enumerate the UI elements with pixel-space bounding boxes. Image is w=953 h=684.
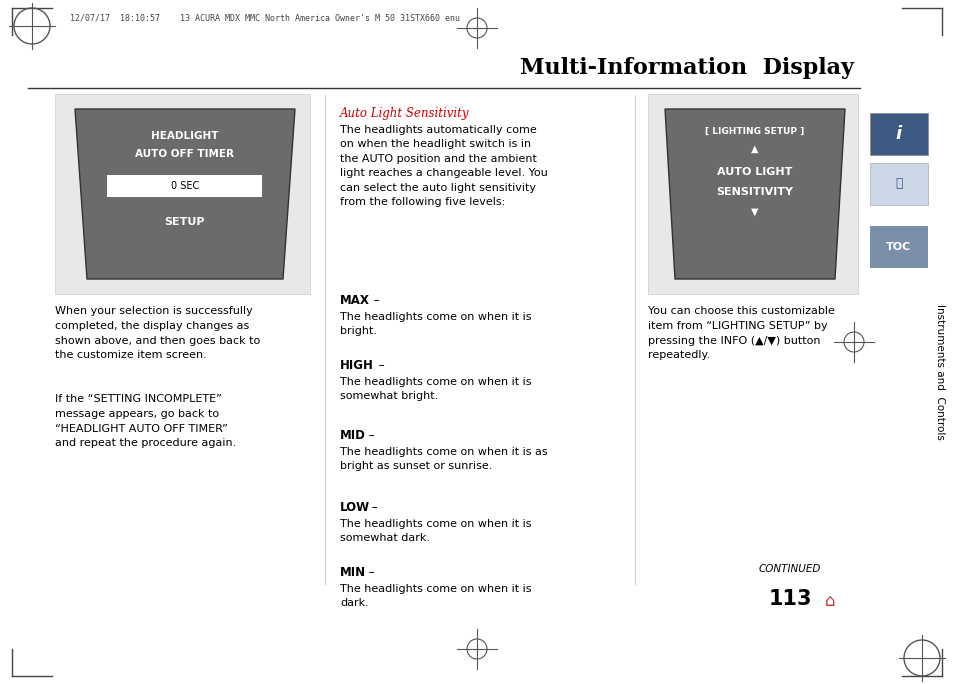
FancyBboxPatch shape xyxy=(107,175,262,197)
Text: The headlights come on when it is as
bright as sunset or sunrise.: The headlights come on when it is as bri… xyxy=(339,447,547,471)
Text: –: – xyxy=(365,429,375,442)
Text: CONTINUED: CONTINUED xyxy=(758,564,821,574)
Text: LOW: LOW xyxy=(339,501,370,514)
Text: –: – xyxy=(375,359,384,372)
Text: ▲: ▲ xyxy=(750,144,758,154)
Text: AUTO OFF TIMER: AUTO OFF TIMER xyxy=(135,149,234,159)
Text: HIGH: HIGH xyxy=(339,359,374,372)
FancyBboxPatch shape xyxy=(55,94,310,294)
Text: 12/07/17  18:10:57    13 ACURA MDX MMC North America Owner's M 50 31STX660 enu: 12/07/17 18:10:57 13 ACURA MDX MMC North… xyxy=(70,14,459,23)
Text: The headlights come on when it is
bright.: The headlights come on when it is bright… xyxy=(339,312,531,337)
Text: MID: MID xyxy=(339,429,366,442)
Text: i: i xyxy=(895,125,902,143)
Text: The headlights come on when it is
somewhat dark.: The headlights come on when it is somewh… xyxy=(339,519,531,543)
Text: When your selection is successfully
completed, the display changes as
shown abov: When your selection is successfully comp… xyxy=(55,306,260,360)
Polygon shape xyxy=(75,109,294,279)
Text: The headlights come on when it is
somewhat bright.: The headlights come on when it is somewh… xyxy=(339,377,531,402)
FancyBboxPatch shape xyxy=(869,226,927,268)
Text: ⌂: ⌂ xyxy=(824,592,835,610)
Text: SENSITIVITY: SENSITIVITY xyxy=(716,187,793,197)
Text: You can choose this customizable
item from “LIGHTING SETUP” by
pressing the INFO: You can choose this customizable item fr… xyxy=(647,306,834,360)
Text: 0 SEC: 0 SEC xyxy=(171,181,199,191)
FancyBboxPatch shape xyxy=(647,94,857,294)
Text: 113: 113 xyxy=(767,589,811,609)
Text: AUTO LIGHT: AUTO LIGHT xyxy=(717,167,792,177)
Text: MAX: MAX xyxy=(339,294,370,307)
Text: SETUP: SETUP xyxy=(165,217,205,227)
Text: If the “SETTING INCOMPLETE”
message appears, go back to
“HEADLIGHT AUTO OFF TIME: If the “SETTING INCOMPLETE” message appe… xyxy=(55,394,236,449)
Text: The headlights automatically come
on when the headlight switch is in
the AUTO po: The headlights automatically come on whe… xyxy=(339,125,547,207)
Text: 🚙: 🚙 xyxy=(894,178,902,191)
Text: The headlights come on when it is
dark.: The headlights come on when it is dark. xyxy=(339,584,531,608)
Text: HEADLIGHT: HEADLIGHT xyxy=(152,131,218,141)
FancyBboxPatch shape xyxy=(869,163,927,205)
Text: [ LIGHTING SETUP ]: [ LIGHTING SETUP ] xyxy=(704,127,803,135)
Text: TOC: TOC xyxy=(885,242,911,252)
FancyBboxPatch shape xyxy=(869,113,927,155)
Text: –: – xyxy=(370,294,379,307)
Text: –: – xyxy=(368,501,377,514)
Polygon shape xyxy=(664,109,844,279)
Text: –: – xyxy=(365,566,375,579)
Text: Instruments and  Controls: Instruments and Controls xyxy=(934,304,944,440)
Text: Auto Light Sensitivity: Auto Light Sensitivity xyxy=(339,107,469,120)
Text: MIN: MIN xyxy=(339,566,366,579)
Text: Multi-Information  Display: Multi-Information Display xyxy=(519,57,853,79)
Text: ▼: ▼ xyxy=(750,207,758,217)
